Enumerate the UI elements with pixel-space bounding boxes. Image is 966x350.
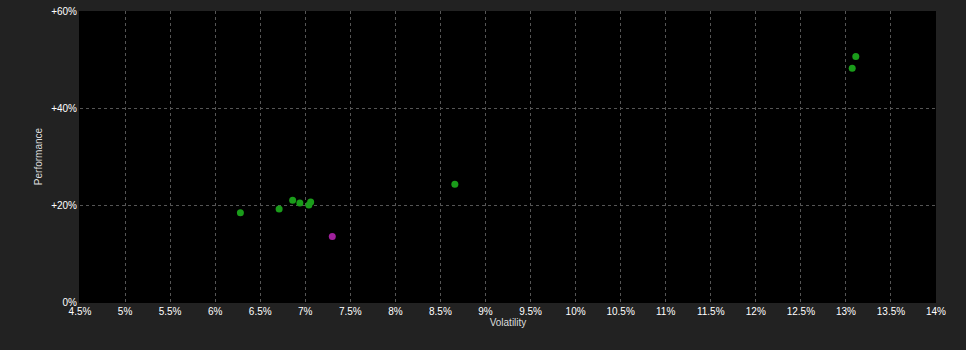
svg-text:13%: 13% [836,306,856,317]
svg-text:+60%: +60% [51,6,77,17]
svg-text:5%: 5% [118,306,133,317]
svg-text:13.5%: 13.5% [877,306,905,317]
svg-text:9%: 9% [478,306,493,317]
svg-text:0%: 0% [63,297,78,308]
svg-text:5.5%: 5.5% [159,306,182,317]
svg-text:7.5%: 7.5% [339,306,362,317]
svg-text:8.5%: 8.5% [429,306,452,317]
svg-text:12.5%: 12.5% [787,306,815,317]
svg-text:7%: 7% [298,306,313,317]
svg-text:6%: 6% [208,306,223,317]
svg-text:11%: 11% [656,306,675,317]
svg-text:10%: 10% [566,306,586,317]
svg-text:+40%: +40% [51,103,77,114]
svg-text:8%: 8% [388,306,403,317]
svg-text:Volatility: Volatility [490,317,527,328]
svg-text:Performance: Performance [33,127,44,185]
svg-text:11.5%: 11.5% [697,306,725,317]
svg-text:9.5%: 9.5% [519,306,542,317]
svg-text:6.5%: 6.5% [249,306,272,317]
svg-text:14%: 14% [926,306,946,317]
svg-text:10.5%: 10.5% [606,306,634,317]
svg-text:4.5%: 4.5% [69,306,92,317]
svg-text:12%: 12% [746,306,766,317]
svg-text:+20%: +20% [51,200,77,211]
